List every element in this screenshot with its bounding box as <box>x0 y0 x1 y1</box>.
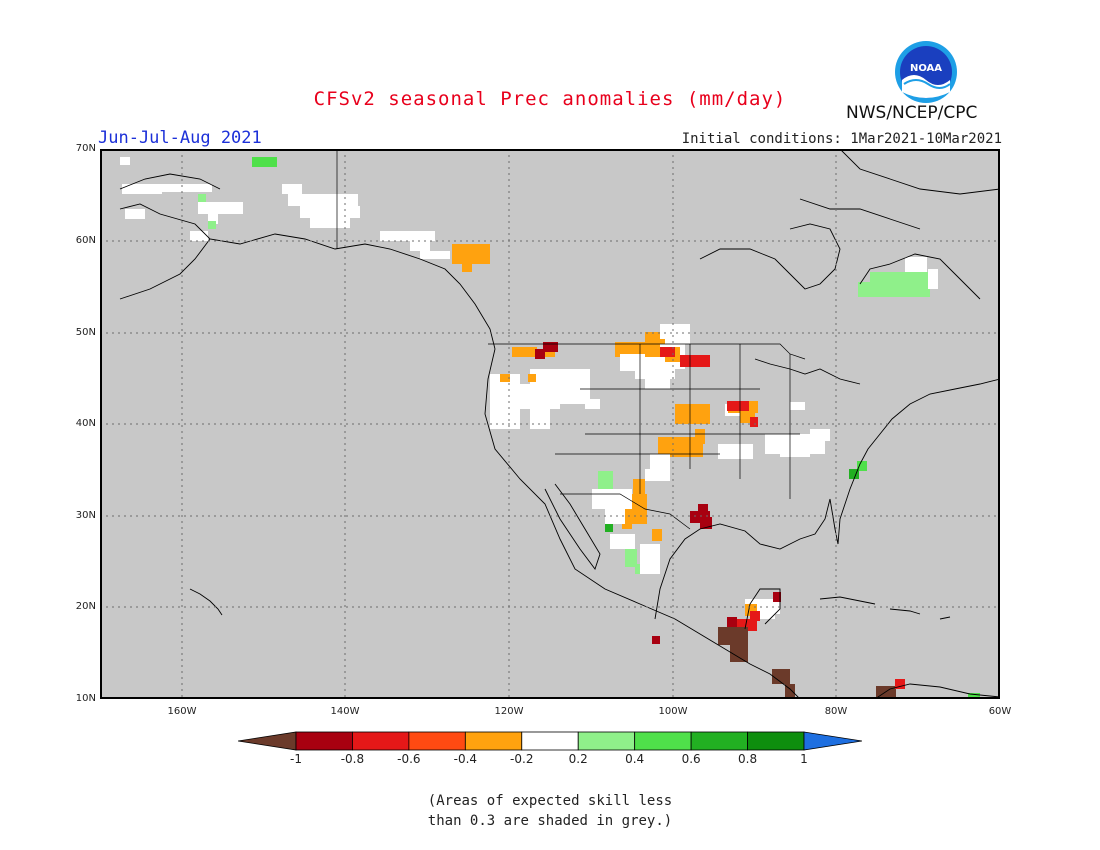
anomaly-cells <box>120 157 980 699</box>
coastlines <box>119 149 1000 699</box>
skill-note-line-1: (Areas of expected skill less <box>427 793 673 809</box>
carolina-wet-strong <box>849 469 859 479</box>
map-frame <box>100 149 1000 699</box>
yucatan-dry-strong <box>652 592 781 644</box>
colorbar-arrow-left <box>238 731 297 751</box>
graticule <box>100 149 1000 699</box>
colorbar-cell <box>634 731 692 751</box>
colorbar-cell <box>577 731 636 751</box>
quebec-near-normal <box>905 257 938 289</box>
boundaries <box>336 149 806 530</box>
yukon-dry <box>452 244 490 264</box>
chart-title: CFSv2 seasonal Prec anomalies (mm/day) <box>313 88 787 110</box>
colorbar-cell <box>521 731 579 751</box>
alaska-wet-2 <box>198 194 206 202</box>
midwest-near-normal <box>765 402 830 457</box>
lat-label-40n: 40N <box>75 418 96 429</box>
colorbar-cell <box>690 731 748 751</box>
colorbar-tick-label: -1 <box>290 752 302 766</box>
colorbar-tick-label: 1 <box>800 752 808 766</box>
colorbar-cells <box>238 731 862 751</box>
lat-label-10n: 10N <box>75 693 96 704</box>
lon-label-100w: 100W <box>658 706 688 717</box>
noaa-logo: NOAA <box>895 41 957 103</box>
texas-dry-strong <box>690 504 712 529</box>
skill-note: (Areas of expected skill less than 0.3 a… <box>0 791 1100 831</box>
colorbar-cell <box>352 731 410 751</box>
quebec-wet <box>858 272 930 297</box>
lon-label-140w: 140W <box>330 706 360 717</box>
carolina-wet <box>857 461 867 471</box>
southwest-wet-strong <box>605 522 613 532</box>
colorbar-cell <box>408 731 466 751</box>
lon-label-80w: 80W <box>824 706 848 717</box>
lat-label-30n: 30N <box>75 510 96 521</box>
yukon-dry-2 <box>462 264 472 272</box>
colorbar-cell <box>464 731 523 751</box>
alaska-wet-3 <box>208 221 216 229</box>
colorbar-tick-label: 0.2 <box>568 752 588 766</box>
lon-label-120w: 120W <box>494 706 524 717</box>
montana-dry-strong <box>535 342 558 359</box>
midwest-dry-moderate <box>727 401 758 427</box>
lat-label-20n: 20N <box>75 601 96 612</box>
skill-note-line-2: than 0.3 are shaded in grey.) <box>427 813 673 829</box>
alaska-near-normal <box>120 157 450 259</box>
agency-label: NWS/NCEP/CPC <box>846 103 978 123</box>
colorbar-tick-label: -0.8 <box>340 752 365 766</box>
colorbar-tick-label: 0.8 <box>738 752 758 766</box>
plains-dry <box>615 332 710 457</box>
venezuela-dry <box>895 679 905 689</box>
lon-label-160w: 160W <box>167 706 197 717</box>
forecast-period: Jun-Jul-Aug 2021 <box>98 128 262 148</box>
colorbar-arrow-right <box>803 731 862 751</box>
colorbar-tick-label: 0.4 <box>625 752 645 766</box>
colorbar-tick-label: 0.6 <box>681 752 701 766</box>
initial-conditions: Initial conditions: 1Mar2021-10Mar2021 <box>681 131 1002 147</box>
lat-label-60n: 60N <box>75 235 96 246</box>
plains-dry-moderate <box>660 347 710 367</box>
central-america-extreme <box>718 627 896 699</box>
colorbar-tick-label: -0.2 <box>510 752 534 766</box>
colorbar-cell <box>295 731 353 751</box>
alaska-wet-1 <box>252 157 277 167</box>
colorbar-cell <box>747 731 805 751</box>
venezuela-wet <box>968 693 980 699</box>
colorbar-tick-label: -0.4 <box>453 752 478 766</box>
colorbar-tick-label: -0.6 <box>397 752 421 766</box>
anomaly-map <box>100 149 1000 699</box>
lon-label-60w: 60W <box>988 706 1012 717</box>
lat-label-70n: 70N <box>75 143 96 154</box>
noaa-logo-text: NOAA <box>910 63 942 74</box>
lat-label-50n: 50N <box>75 327 96 338</box>
colorbar <box>238 731 862 751</box>
